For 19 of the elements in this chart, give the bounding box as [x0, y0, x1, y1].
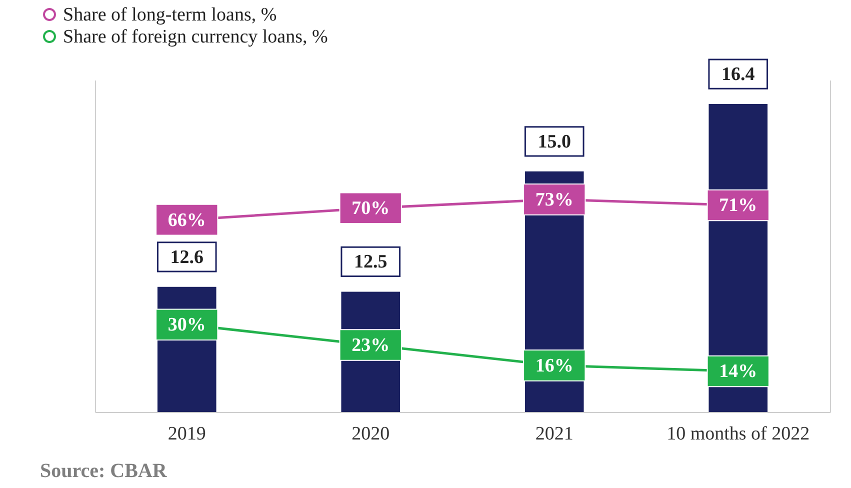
data-label: 71% — [719, 195, 758, 216]
data-label: 12.5 — [354, 252, 388, 273]
data-label: 16% — [535, 355, 574, 376]
data-label: 30% — [168, 314, 206, 336]
source-note: Source: CBAR — [40, 460, 167, 483]
x-tick-label: 10 months of 2022 — [666, 424, 810, 444]
legend-label: Share of long-term loans, % — [63, 4, 277, 26]
data-label: 12.6 — [170, 246, 204, 268]
data-label: 15.0 — [538, 131, 571, 152]
data-label: 23% — [352, 335, 390, 356]
data-label: 14% — [719, 361, 758, 382]
legend-label: Share of foreign currency loans, % — [63, 26, 328, 48]
x-tick-label: 2019 — [168, 424, 206, 444]
x-tick-label: 2020 — [352, 424, 390, 444]
data-label: 70% — [352, 198, 390, 220]
x-tick-label: 2021 — [535, 424, 574, 444]
data-label: 66% — [168, 210, 206, 231]
data-label: 73% — [535, 189, 574, 210]
data-label: 16.4 — [722, 64, 756, 86]
